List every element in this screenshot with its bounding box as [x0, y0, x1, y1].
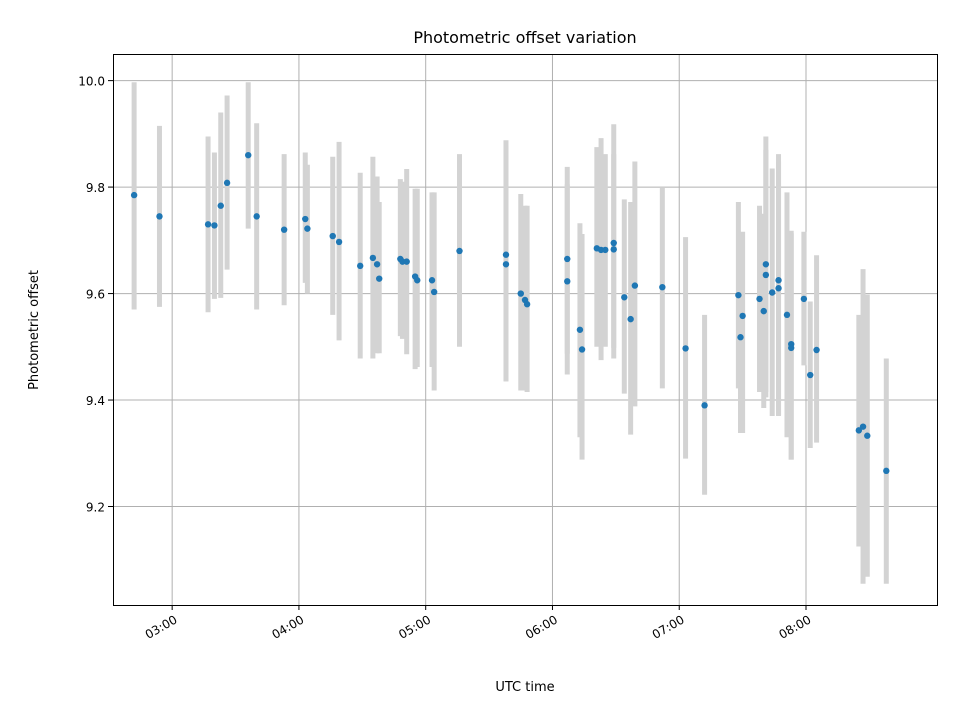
chart-title: Photometric offset variation	[413, 28, 636, 47]
data-point	[737, 334, 744, 341]
data-point	[775, 285, 782, 292]
data-point	[621, 294, 628, 301]
data-point	[335, 238, 343, 246]
data-point	[428, 277, 436, 284]
data-point	[217, 202, 224, 209]
data-point	[883, 467, 890, 475]
y-tick-label: 10.0	[78, 75, 105, 89]
data-point	[156, 213, 163, 220]
data-point	[813, 346, 820, 354]
data-points	[130, 151, 890, 475]
data-point	[769, 289, 776, 296]
grid	[113, 54, 937, 605]
data-point	[517, 290, 524, 297]
data-point	[631, 282, 639, 289]
data-point	[762, 271, 770, 279]
data-point	[576, 326, 584, 333]
data-point	[701, 402, 708, 409]
data-point	[373, 261, 381, 268]
data-point	[783, 311, 791, 319]
data-point	[578, 346, 586, 353]
data-point	[253, 213, 260, 220]
y-tick-label: 9.8	[86, 181, 105, 195]
data-point	[414, 277, 421, 284]
data-point	[864, 432, 871, 439]
data-point	[302, 215, 309, 223]
data-point	[760, 307, 767, 315]
data-point	[204, 221, 212, 228]
data-point	[859, 423, 867, 430]
x-axis-label: UTC time	[495, 680, 554, 695]
data-point	[602, 246, 609, 254]
data-point	[788, 344, 795, 352]
data-point	[357, 262, 364, 270]
data-point	[304, 225, 311, 232]
data-point	[376, 275, 383, 282]
y-axis-ticks: 9.2 9.4 9.6 9.8 10.0	[78, 75, 113, 515]
data-point	[627, 315, 634, 323]
data-point	[329, 232, 336, 240]
data-point	[430, 288, 438, 296]
plot-frame	[113, 54, 938, 606]
data-point	[762, 261, 770, 268]
data-point	[610, 239, 617, 247]
y-tick-label: 9.2	[86, 501, 105, 515]
data-point	[807, 371, 814, 379]
data-point	[756, 295, 763, 303]
data-point	[523, 301, 531, 308]
data-point	[456, 247, 463, 255]
data-point	[735, 291, 742, 299]
data-point	[659, 283, 666, 291]
data-point	[403, 258, 410, 265]
data-point	[564, 278, 571, 285]
data-point	[855, 427, 863, 434]
data-point	[245, 151, 252, 159]
data-point	[800, 295, 808, 303]
data-point	[223, 179, 231, 187]
data-point	[682, 345, 689, 352]
data-point	[502, 261, 510, 268]
data-point	[211, 222, 218, 229]
data-point	[280, 226, 288, 233]
data-point	[130, 191, 138, 199]
data-point	[502, 251, 510, 258]
y-tick-label: 9.4	[86, 394, 105, 408]
data-point	[369, 254, 377, 262]
data-point	[564, 255, 571, 263]
data-point	[775, 277, 782, 284]
data-point	[739, 312, 746, 320]
data-point	[610, 246, 617, 253]
y-tick-label: 9.6	[86, 288, 105, 302]
y-axis-label: Photometric offset	[27, 270, 42, 390]
